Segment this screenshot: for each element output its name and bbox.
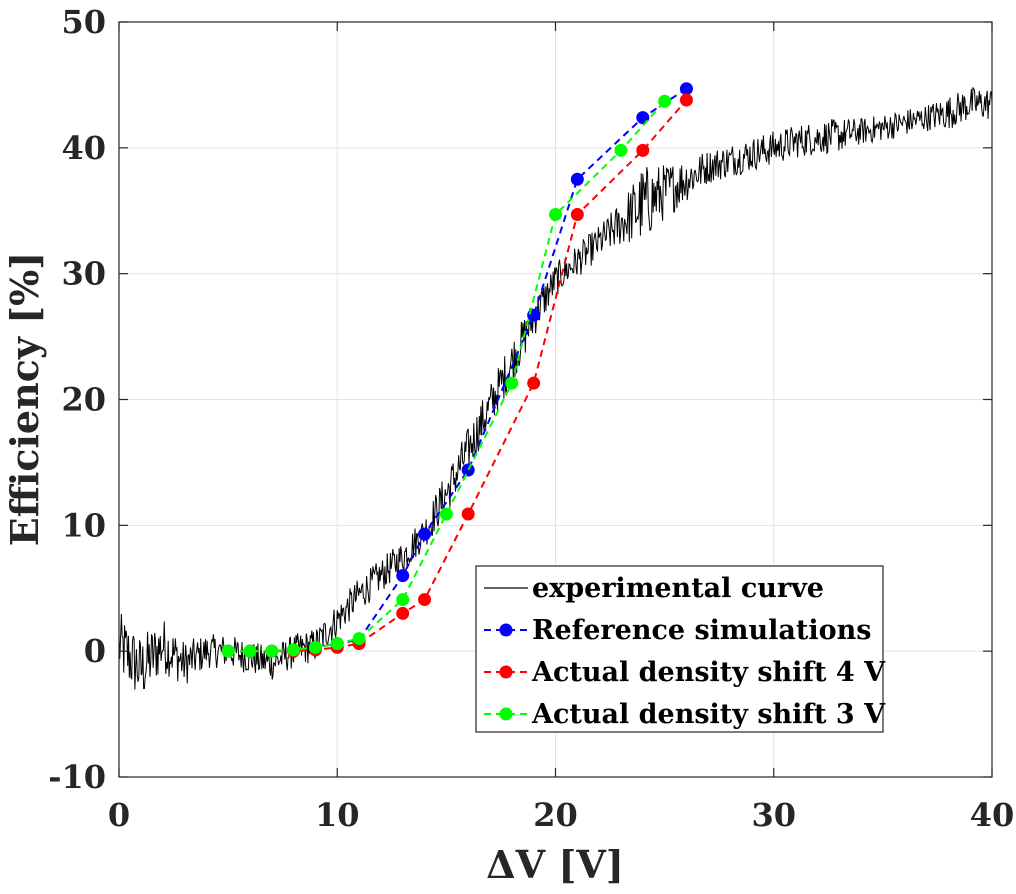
legend-label-3: Actual density shift 4 V (531, 657, 886, 688)
x-tick-label: 40 (970, 796, 1015, 834)
y-tick-label: -10 (48, 758, 106, 796)
series-3-marker (287, 643, 301, 657)
legend-label-4: Actual density shift 3 V (531, 699, 886, 730)
y-tick-label: 0 (84, 632, 106, 670)
series-3-marker (505, 376, 519, 390)
series-3-marker (330, 637, 344, 651)
series-line-1 (228, 87, 688, 653)
series-2-marker (418, 593, 432, 607)
series-1-marker (679, 82, 693, 96)
y-tick-label: 10 (61, 506, 106, 544)
series-3-marker (243, 644, 257, 658)
y-tick-label: 40 (61, 129, 106, 167)
series-layer (118, 82, 993, 690)
series-3-marker (549, 208, 562, 222)
y-tick-label: 30 (61, 255, 106, 293)
x-tick-label: 20 (533, 796, 578, 834)
y-tick-label: 50 (61, 3, 106, 41)
series-3-marker (658, 94, 672, 108)
y-axis-label: Efficiency [%] (2, 252, 47, 546)
series-1-marker (461, 463, 475, 477)
series-line-2 (228, 99, 688, 653)
series-1-marker (396, 569, 410, 583)
series-2-marker (636, 143, 650, 157)
series-3-marker (614, 143, 628, 157)
x-tick-label: 30 (751, 796, 796, 834)
series-3-marker (308, 640, 322, 654)
legend: experimental curve Reference simulations A… (475, 565, 886, 733)
y-tick-label: 20 (61, 381, 106, 419)
x-tick-label: 10 (315, 796, 360, 834)
legend-box (475, 565, 884, 733)
legend-label-1: experimental curve (532, 573, 824, 604)
legend-marker-2 (499, 623, 513, 637)
series-2-marker (461, 507, 475, 521)
series-1-marker (418, 527, 432, 541)
x-tick-label: 0 (108, 796, 130, 834)
series-1-marker (570, 172, 584, 186)
series-3-marker (439, 507, 453, 521)
series-2-marker (396, 606, 410, 620)
series-3-marker (352, 632, 366, 646)
legend-marker-4 (499, 707, 513, 721)
series-2-marker (679, 93, 693, 107)
series-2-marker (570, 208, 584, 222)
legend-marker-3 (499, 665, 513, 679)
series-3-marker (221, 644, 235, 658)
series-3-marker (265, 644, 279, 658)
x-axis-label: ΔV [V] (486, 842, 624, 887)
series-2-marker (527, 376, 541, 390)
legend-label-2: Reference simulations (532, 615, 871, 646)
series-3-marker (396, 593, 410, 607)
experimental-curve (118, 86, 993, 690)
